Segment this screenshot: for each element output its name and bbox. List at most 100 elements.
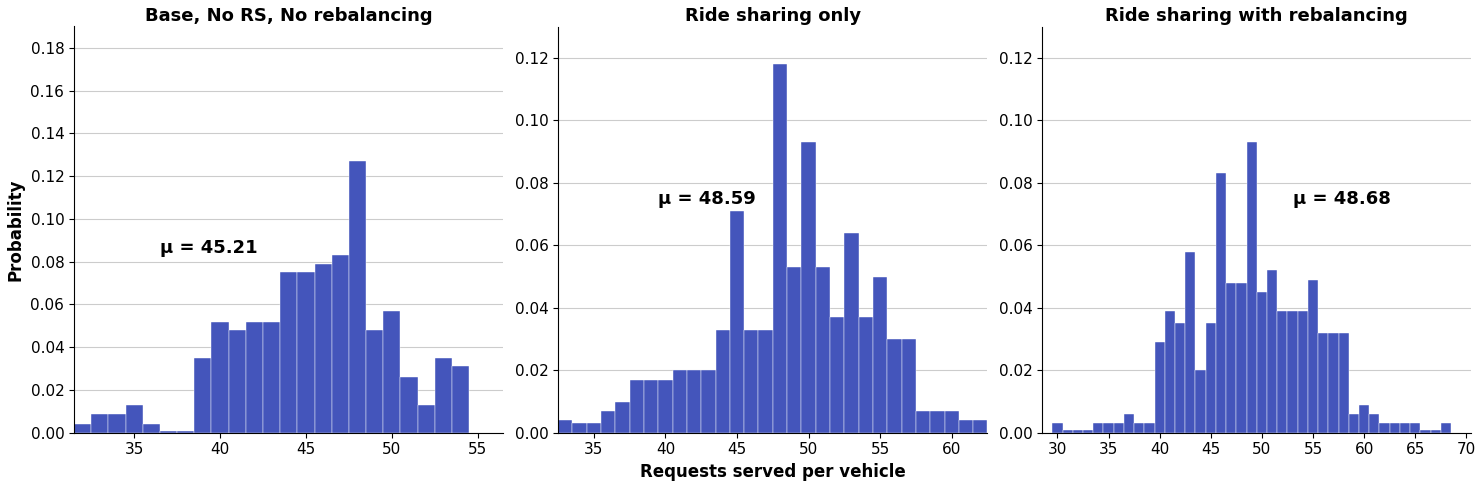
Bar (1104, 424, 1113, 433)
X-axis label: Requests served per vehicle: Requests served per vehicle (640, 463, 905, 481)
Bar (573, 424, 586, 433)
Bar (801, 142, 816, 433)
Bar (1226, 283, 1236, 433)
Y-axis label: Probability: Probability (7, 179, 25, 281)
Bar (902, 339, 916, 433)
Bar (1113, 424, 1123, 433)
Bar (194, 358, 212, 433)
Bar (1083, 429, 1094, 433)
Title: Ride sharing with rebalancing: Ride sharing with rebalancing (1106, 7, 1408, 25)
Bar (1165, 311, 1175, 433)
Bar (1420, 429, 1431, 433)
Bar (417, 405, 435, 433)
Bar (1318, 333, 1328, 433)
Bar (1328, 333, 1339, 433)
Bar (1278, 311, 1288, 433)
Bar (1175, 324, 1186, 433)
Bar (1196, 370, 1205, 433)
Bar (315, 264, 332, 433)
Bar (142, 424, 160, 433)
Bar (601, 411, 616, 433)
Bar (1063, 429, 1073, 433)
Bar (1431, 429, 1441, 433)
Text: μ = 45.21: μ = 45.21 (160, 240, 258, 258)
Title: Base, No RS, No rebalancing: Base, No RS, No rebalancing (145, 7, 432, 25)
Bar (730, 211, 743, 433)
Bar (959, 420, 974, 433)
Bar (616, 402, 629, 433)
Bar (773, 64, 787, 433)
Bar (1297, 311, 1307, 433)
Bar (349, 161, 367, 433)
Bar (816, 267, 830, 433)
Bar (586, 424, 601, 433)
Bar (1144, 424, 1155, 433)
Bar (1349, 414, 1359, 433)
Bar (246, 322, 263, 433)
Bar (558, 420, 573, 433)
Bar (1094, 424, 1104, 433)
Bar (126, 405, 142, 433)
Bar (453, 366, 469, 433)
Bar (1205, 324, 1215, 433)
Bar (1410, 424, 1420, 433)
Bar (1073, 429, 1083, 433)
Bar (859, 317, 873, 433)
Bar (1155, 342, 1165, 433)
Bar (1236, 283, 1247, 433)
Bar (629, 380, 644, 433)
Bar (887, 339, 902, 433)
Bar (702, 370, 715, 433)
Bar (280, 272, 297, 433)
Bar (1359, 405, 1370, 433)
Bar (1052, 424, 1063, 433)
Bar (830, 317, 844, 433)
Bar (92, 413, 108, 433)
Text: μ = 48.68: μ = 48.68 (1293, 190, 1391, 208)
Bar (160, 430, 177, 433)
Bar (659, 380, 672, 433)
Bar (401, 377, 417, 433)
Bar (177, 430, 194, 433)
Bar (1134, 424, 1144, 433)
Bar (672, 370, 687, 433)
Bar (1307, 280, 1318, 433)
Bar (367, 330, 383, 433)
Bar (1123, 414, 1134, 433)
Bar (74, 424, 92, 433)
Bar (644, 380, 659, 433)
Bar (844, 233, 859, 433)
Bar (1267, 270, 1278, 433)
Bar (1339, 333, 1349, 433)
Bar (1441, 424, 1451, 433)
Title: Ride sharing only: Ride sharing only (684, 7, 861, 25)
Bar (263, 322, 280, 433)
Bar (1389, 424, 1399, 433)
Bar (1215, 173, 1226, 433)
Bar (687, 370, 702, 433)
Bar (715, 330, 730, 433)
Bar (212, 322, 229, 433)
Bar (916, 411, 930, 433)
Bar (435, 358, 453, 433)
Bar (1399, 424, 1410, 433)
Bar (332, 255, 349, 433)
Bar (1247, 142, 1257, 433)
Bar (1380, 424, 1389, 433)
Bar (108, 413, 126, 433)
Text: μ = 48.59: μ = 48.59 (659, 190, 755, 208)
Bar (297, 272, 315, 433)
Bar (1257, 292, 1267, 433)
Bar (1288, 311, 1297, 433)
Bar (930, 411, 944, 433)
Bar (873, 277, 887, 433)
Bar (383, 311, 401, 433)
Bar (787, 267, 801, 433)
Bar (1370, 414, 1380, 433)
Bar (758, 330, 773, 433)
Bar (229, 330, 246, 433)
Bar (1186, 251, 1196, 433)
Bar (944, 411, 959, 433)
Bar (743, 330, 758, 433)
Bar (974, 420, 987, 433)
